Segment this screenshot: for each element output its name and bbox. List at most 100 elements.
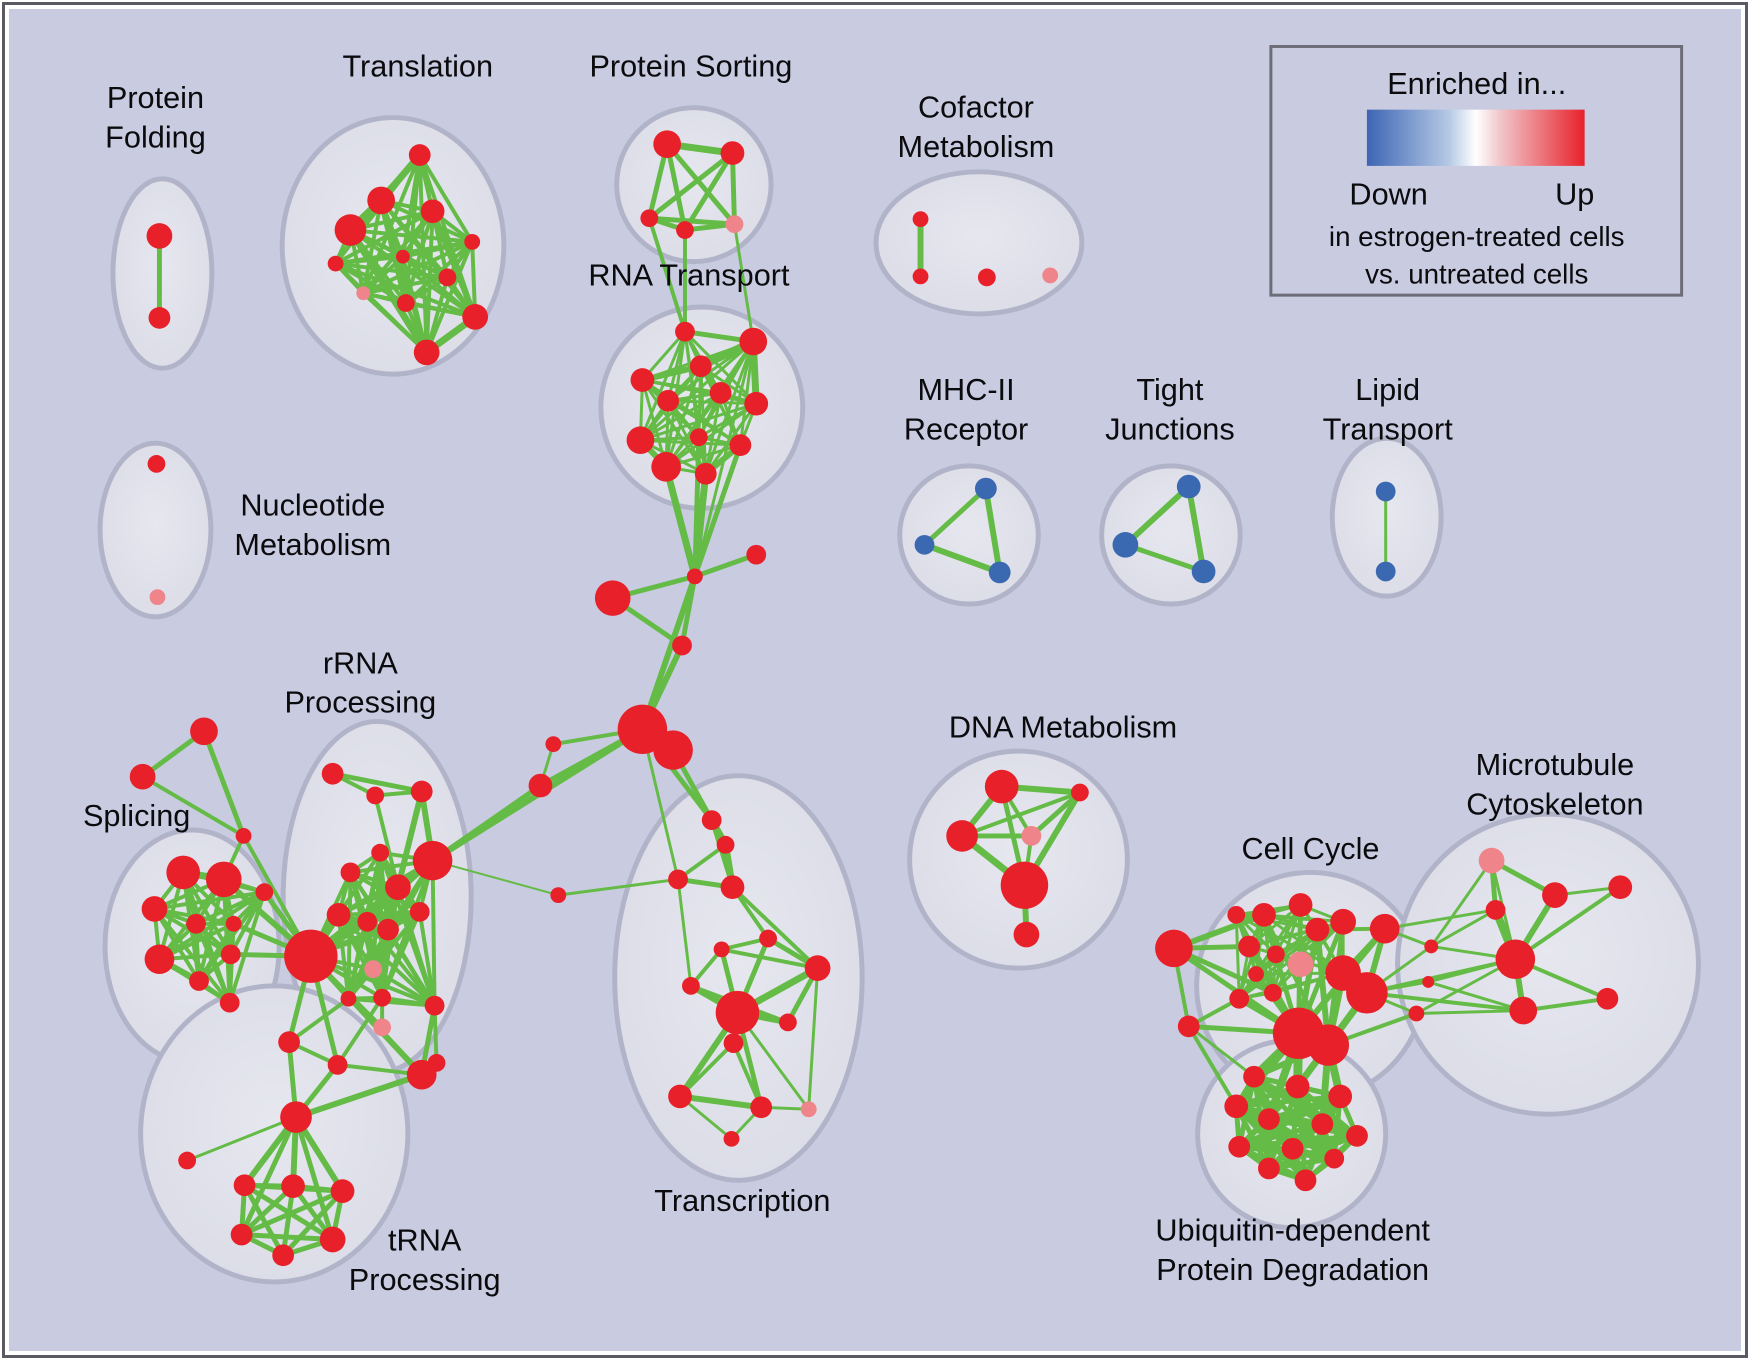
splicing-node: [166, 855, 201, 890]
dna-metabolism-node: [1000, 861, 1049, 909]
edge: [646, 215, 737, 227]
connectors-node: [545, 736, 562, 753]
mhc-ii-receptor-node: [974, 477, 997, 500]
splicing-node: [219, 992, 240, 1013]
rna-transport-node: [689, 428, 708, 447]
edge: [1262, 913, 1345, 924]
edge: [683, 330, 758, 406]
cofactor-metabolism-node: [912, 268, 929, 285]
edge: [201, 728, 247, 839]
legend-up-label: Up: [1555, 177, 1594, 211]
edge: [676, 877, 693, 988]
edge: [921, 541, 1003, 576]
cofactor-metabolism-label: Metabolism: [898, 130, 1055, 164]
edge: [239, 1232, 336, 1242]
microtubule-cytoskeleton-node: [1509, 996, 1538, 1025]
connectors-node: [686, 568, 703, 585]
trna-processing-node: [178, 1151, 197, 1170]
trna-processing-node: [272, 1244, 295, 1267]
edge: [960, 790, 1082, 838]
ubiquitin-degradation-node: [1346, 1125, 1368, 1147]
translation-node: [334, 214, 367, 246]
trna-processing-node: [280, 1101, 312, 1133]
connectors-node: [594, 580, 631, 616]
protein-folding-label: Folding: [105, 120, 206, 154]
transcription-node: [759, 929, 778, 948]
edge: [361, 275, 450, 296]
legend-box: [1269, 45, 1684, 297]
edge: [1383, 908, 1498, 931]
tight-junctions-node: [1191, 559, 1216, 584]
rrna-processing-node: [326, 903, 351, 927]
splicing-node: [186, 913, 206, 934]
microtubule-cytoskeleton-node: [1485, 900, 1506, 920]
tight-junctions-label: Tight: [1136, 373, 1204, 407]
translation-node: [464, 233, 481, 250]
edge: [1185, 483, 1207, 575]
transcription-node: [720, 875, 745, 900]
splicing-node: [225, 915, 242, 932]
edge: [346, 919, 370, 1001]
edge: [719, 947, 820, 971]
cell-cycle-node: [1252, 903, 1276, 927]
transcription-node: [668, 869, 688, 890]
legend-title: Enriched in...: [1387, 67, 1566, 101]
mhc-ii-receptor-label: Receptor: [904, 412, 1028, 446]
edge: [556, 877, 680, 897]
microtubule-cytoskeleton-node: [1542, 882, 1568, 908]
microtubule-cytoskeleton-node: [1596, 987, 1619, 1010]
cell-cycle-node: [1307, 1024, 1350, 1066]
transcription-node: [713, 941, 730, 958]
rrna-processing-node: [364, 960, 383, 979]
translation-node: [438, 268, 457, 287]
connectors-node: [190, 717, 218, 746]
connectors-node: [746, 544, 767, 565]
edge: [361, 254, 405, 296]
microtubule-cytoskeleton-label: Microtubule: [1476, 748, 1635, 782]
edge: [293, 1114, 336, 1242]
edge: [239, 1188, 346, 1238]
cofactor-metabolism-node: [1042, 267, 1059, 284]
ubiquitin-degradation-label: Ubiquitin-dependent: [1155, 1214, 1430, 1248]
edge: [335, 995, 385, 1067]
connectors-node: [617, 704, 668, 755]
edge: [1513, 885, 1623, 962]
edge: [1237, 928, 1319, 1001]
nucleotide-metabolism-node: [147, 455, 166, 473]
trna-processing-node: [319, 1226, 346, 1253]
splicing-node: [144, 944, 175, 975]
trna-processing-node: [230, 1223, 253, 1246]
rna-transport-node: [744, 391, 769, 416]
transcription-label: Transcription: [654, 1184, 830, 1218]
rrna-processing-node: [427, 1053, 446, 1072]
protein-sorting-label: Protein Sorting: [589, 49, 792, 83]
transcription-node: [804, 955, 831, 981]
edge: [1521, 996, 1610, 1013]
edge: [704, 402, 758, 476]
rrna-processing-node: [424, 995, 445, 1016]
edge: [731, 1041, 764, 1110]
transcription-node: [701, 810, 722, 830]
protein-sorting-node: [720, 141, 745, 165]
cell-cycle-node: [1346, 972, 1388, 1014]
mhc-ii-receptor-node: [988, 561, 1011, 584]
trna-processing-label: tRNA: [388, 1224, 462, 1258]
edge: [982, 485, 1003, 576]
edge: [1266, 1156, 1337, 1171]
network-nodes: [129, 130, 1633, 1267]
protein-folding-boundary: [110, 176, 215, 371]
cell-cycle-node: [1305, 917, 1330, 942]
edge: [430, 858, 437, 1008]
rrna-processing-node: [373, 1018, 392, 1037]
trna-processing-node: [281, 1174, 305, 1199]
edge: [1426, 980, 1525, 1013]
lipid-transport-label: Transport: [1323, 412, 1454, 446]
edge: [730, 885, 820, 971]
translation-node: [462, 304, 489, 330]
ubiquitin-degradation-node: [1324, 1148, 1345, 1169]
rrna-processing-node: [357, 911, 378, 932]
tight-junctions-node: [1112, 531, 1139, 558]
edge: [1429, 859, 1494, 948]
edge: [400, 254, 478, 319]
